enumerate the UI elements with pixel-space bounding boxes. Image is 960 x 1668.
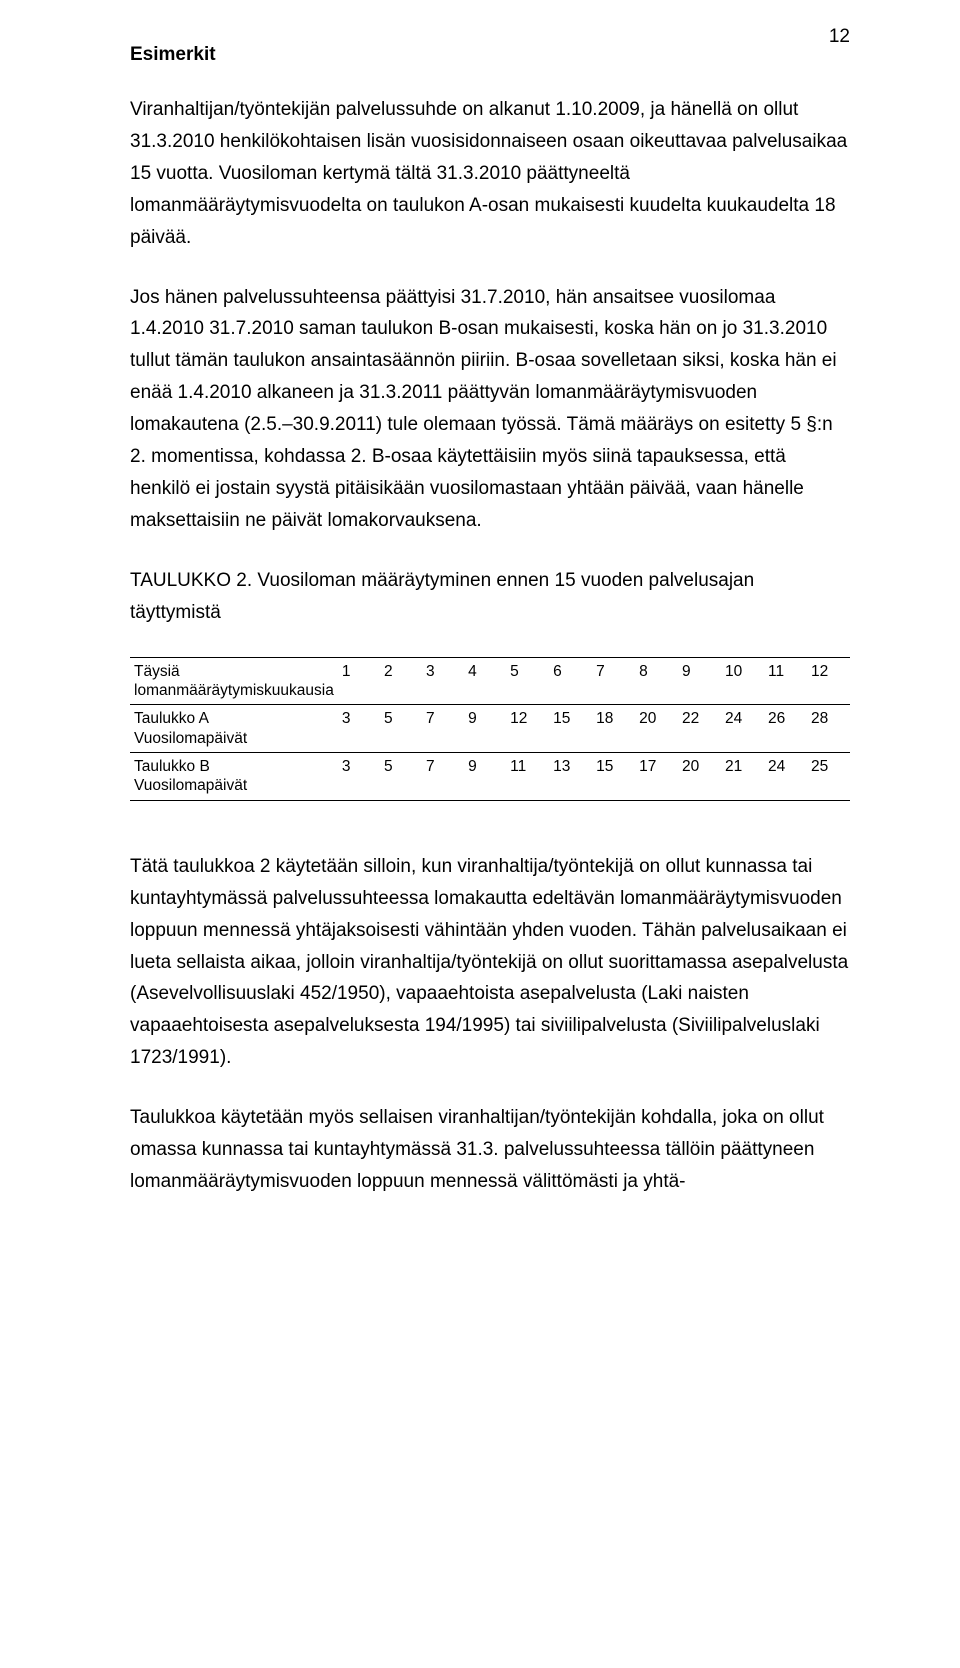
- cell: 17: [635, 753, 678, 801]
- row-label: Taulukko B Vuosilomapäivät: [130, 753, 338, 801]
- cell: 7: [592, 657, 635, 705]
- paragraph-4: Taulukkoa käytetään myös sellaisen viran…: [130, 1102, 850, 1198]
- cell: 15: [592, 753, 635, 801]
- cell: 22: [678, 705, 721, 753]
- vacation-table: Täysiä lomanmääräytymiskuukausia 1 2 3 4…: [130, 657, 850, 801]
- cell: 9: [464, 753, 506, 801]
- cell: 26: [764, 705, 807, 753]
- cell: 28: [807, 705, 850, 753]
- row-label: Täysiä lomanmääräytymiskuukausia: [130, 657, 338, 705]
- paragraph-1: Viranhaltijan/työntekijän palvelussuhde …: [130, 94, 850, 254]
- cell: 18: [592, 705, 635, 753]
- cell: 3: [338, 705, 380, 753]
- cell: 13: [549, 753, 592, 801]
- cell: 10: [721, 657, 764, 705]
- cell: 20: [635, 705, 678, 753]
- cell: 4: [464, 657, 506, 705]
- row-label-line-2: Vuosilomapäivät: [134, 777, 247, 794]
- row-label-line-2: Vuosilomapäivät: [134, 730, 247, 747]
- table-row: Täysiä lomanmääräytymiskuukausia 1 2 3 4…: [130, 657, 850, 705]
- cell: 11: [506, 753, 549, 801]
- cell: 5: [380, 705, 422, 753]
- cell: 7: [422, 705, 464, 753]
- row-label-line-1: Taulukko A: [134, 710, 209, 727]
- paragraph-3: Tätä taulukkoa 2 käytetään silloin, kun …: [130, 851, 850, 1074]
- cell: 1: [338, 657, 380, 705]
- cell: 8: [635, 657, 678, 705]
- cell: 6: [549, 657, 592, 705]
- cell: 25: [807, 753, 850, 801]
- document-page: 12 Esimerkit Viranhaltijan/työntekijän p…: [0, 0, 960, 1668]
- cell: 7: [422, 753, 464, 801]
- section-heading: Esimerkit: [130, 44, 850, 66]
- table-row: Taulukko B Vuosilomapäivät 3 5 7 9 11 13…: [130, 753, 850, 801]
- cell: 5: [380, 753, 422, 801]
- row-label-line-1: Taulukko B: [134, 758, 210, 775]
- table-title: TAULUKKO 2. Vuosiloman määräytyminen enn…: [130, 565, 850, 629]
- row-label: Taulukko A Vuosilomapäivät: [130, 705, 338, 753]
- cell: 3: [338, 753, 380, 801]
- cell: 9: [678, 657, 721, 705]
- cell: 21: [721, 753, 764, 801]
- cell: 24: [764, 753, 807, 801]
- page-number: 12: [829, 26, 850, 48]
- cell: 9: [464, 705, 506, 753]
- cell: 20: [678, 753, 721, 801]
- cell: 12: [506, 705, 549, 753]
- cell: 24: [721, 705, 764, 753]
- paragraph-2: Jos hänen palvelussuhteensa päättyisi 31…: [130, 282, 850, 537]
- cell: 3: [422, 657, 464, 705]
- cell: 5: [506, 657, 549, 705]
- table-row: Taulukko A Vuosilomapäivät 3 5 7 9 12 15…: [130, 705, 850, 753]
- cell: 15: [549, 705, 592, 753]
- cell: 11: [764, 657, 807, 705]
- cell: 12: [807, 657, 850, 705]
- cell: 2: [380, 657, 422, 705]
